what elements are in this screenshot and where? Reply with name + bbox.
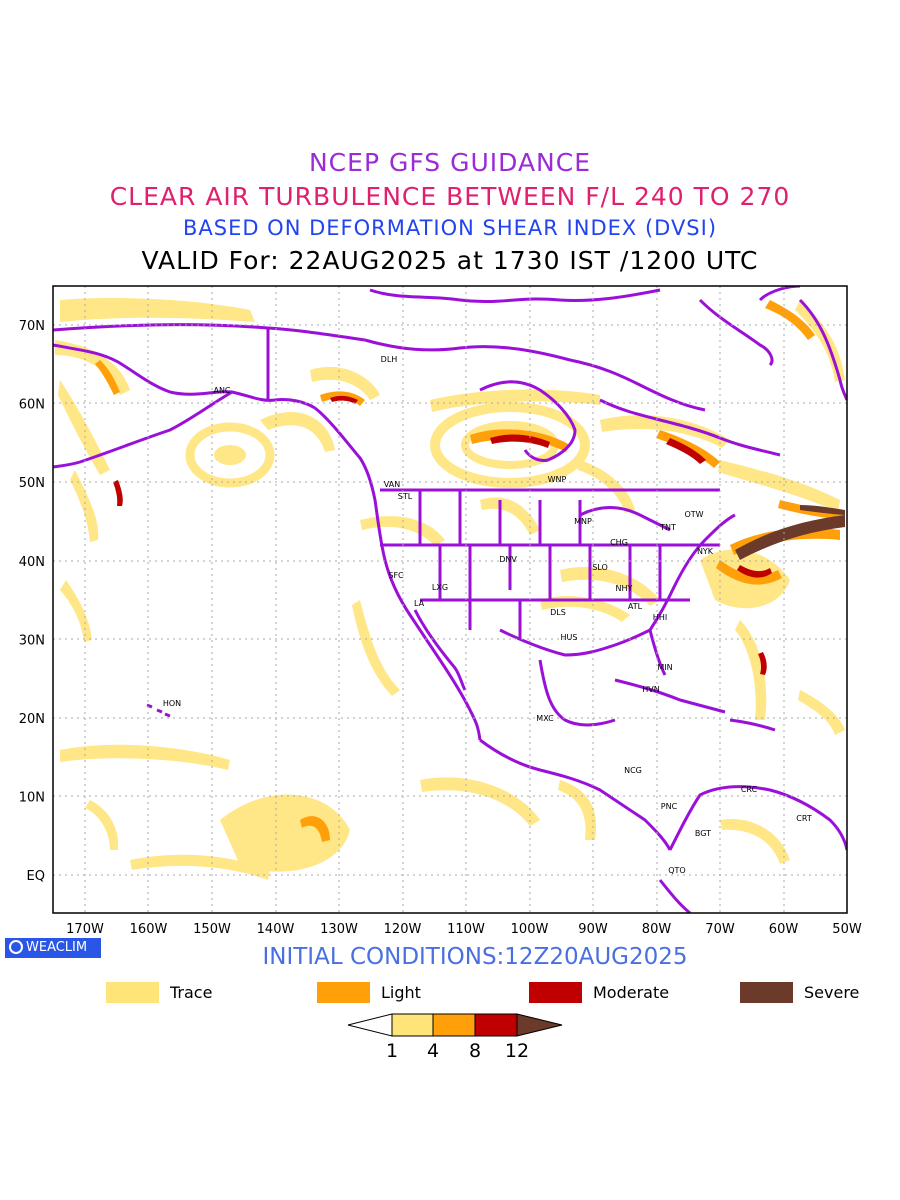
station-label-hus: HUS: [561, 633, 578, 642]
station-label-van: VAN: [384, 480, 400, 489]
station-label-sfc: SFC: [388, 571, 404, 580]
station-label-dlh: DLH: [381, 355, 398, 364]
longitude-label: 150W: [193, 922, 231, 937]
longitude-label: 130W: [320, 922, 358, 937]
latitude-labels: 70N 60N 50N 40N 30N 20N 10N EQ: [19, 319, 45, 884]
weaclim-logo-icon: [9, 940, 23, 954]
colorbar-tick-label: 8: [469, 1040, 481, 1062]
station-labels: DLH ANC VAN STL WNP MNP TNT OTW CHG NYK DNV SFC LXG S…: [163, 355, 812, 875]
station-label-tnt: TNT: [659, 523, 676, 532]
legend-label: Severe: [804, 983, 860, 1002]
colorbar: 1 4 8 12: [347, 1013, 563, 1062]
longitude-label: 70W: [705, 922, 735, 937]
station-label-mnp: MNP: [574, 517, 592, 526]
plot-frame: [52, 285, 848, 914]
station-label-anc: ANC: [213, 386, 230, 395]
latitude-label: 70N: [19, 319, 45, 334]
station-label-min: MIN: [657, 663, 672, 672]
latitude-label: 20N: [19, 712, 45, 727]
legend-swatch: [740, 982, 793, 1003]
title-line-1: NCEP GFS GUIDANCE: [308, 148, 591, 177]
badge-label: WEACLIM: [26, 940, 88, 955]
station-label-nyk: NYK: [697, 547, 714, 556]
longitude-label: 80W: [642, 922, 672, 937]
valid-time: VALID For: 22AUG2025 at 1730 IST /1200 U…: [141, 246, 759, 275]
weaclim-badge: WEACLIM: [5, 938, 101, 958]
station-label-hvn: HVN: [642, 685, 659, 694]
station-label-la: LA: [414, 599, 425, 608]
turbulence-field: [55, 298, 845, 880]
station-label-dls: DLS: [550, 608, 566, 617]
longitude-label: 60W: [769, 922, 799, 937]
legend-label: Light: [381, 983, 421, 1002]
colorbar-tick-label: 4: [427, 1040, 439, 1062]
station-label-chg: CHG: [610, 538, 628, 547]
title-line-3: BASED ON DEFORMATION SHEAR INDEX (DVSI): [182, 216, 718, 240]
station-label-bgt: BGT: [695, 829, 711, 838]
latitude-label: 60N: [19, 398, 45, 413]
station-label-pnc: PNC: [661, 802, 678, 811]
longitude-label: 110W: [447, 922, 485, 937]
latitude-label: 50N: [19, 476, 45, 491]
station-label-lxg: LXG: [432, 583, 448, 592]
station-label-qto: QTO: [668, 866, 685, 875]
station-label-atl: ATL: [628, 602, 643, 611]
longitude-label: 140W: [257, 922, 295, 937]
colorbar-tick-label: 12: [505, 1040, 529, 1062]
coastlines: [53, 286, 847, 913]
graticule: [53, 286, 847, 913]
longitude-labels: 170W 160W 150W 140W 130W 120W 110W 100W 90W 80W 70…: [66, 922, 862, 937]
station-label-ncg: NCG: [624, 766, 642, 775]
longitude-label: 120W: [384, 922, 422, 937]
longitude-label: 170W: [66, 922, 104, 937]
legend-swatch: [106, 982, 159, 1003]
legend-swatch: [317, 982, 370, 1003]
station-label-wnp: WNP: [548, 475, 567, 484]
station-label-stl: STL: [398, 492, 413, 501]
latitude-label: 40N: [19, 555, 45, 570]
station-label-crt: CRT: [796, 814, 812, 823]
latitude-label: EQ: [27, 869, 45, 884]
station-label-nhy: NHY: [616, 584, 633, 593]
initial-conditions: INITIAL CONDITIONS:12Z20AUG2025: [262, 944, 688, 970]
legend-label: Trace: [170, 983, 213, 1002]
longitude-label: 100W: [511, 922, 549, 937]
longitude-label: 50W: [832, 922, 862, 937]
station-label-dnv: DNV: [499, 555, 517, 564]
title-line-2: CLEAR AIR TURBULENCE BETWEEN F/L 240 TO …: [109, 182, 791, 211]
longitude-label: 90W: [578, 922, 608, 937]
legend-swatch: [529, 982, 582, 1003]
latitude-label: 30N: [19, 633, 45, 648]
legend-label: Moderate: [593, 983, 670, 1002]
station-label-mxc: MXC: [536, 714, 554, 723]
station-label-hon: HON: [163, 699, 181, 708]
station-label-slo: SLO: [592, 563, 608, 572]
colorbar-tick-label: 1: [386, 1040, 398, 1062]
station-label-crc: CRC: [741, 785, 758, 794]
longitude-label: 160W: [130, 922, 168, 937]
latitude-label: 10N: [19, 791, 45, 806]
station-label-otw: OTW: [684, 510, 703, 519]
station-label-hhi: HHI: [653, 613, 667, 622]
